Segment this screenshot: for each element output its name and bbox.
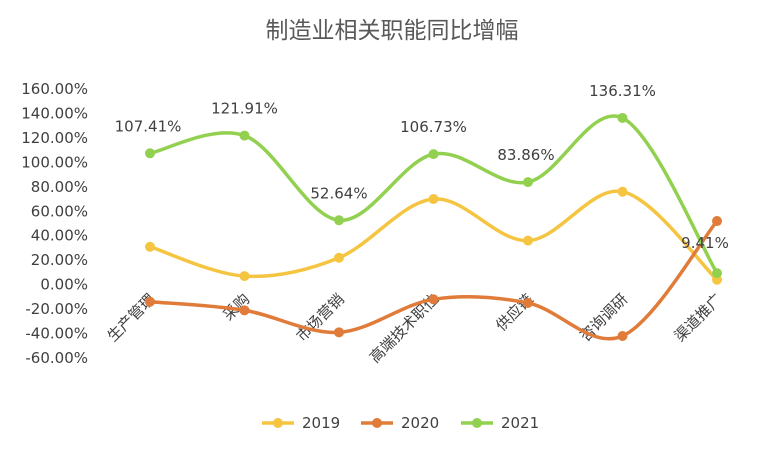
- data-point-2019: [334, 252, 344, 263]
- data-point-2020: [428, 294, 439, 305]
- chart-title: 制造业相关职能同比增幅: [266, 18, 519, 44]
- data-label: 121.91%: [211, 100, 278, 118]
- data-point-2021: [428, 149, 439, 160]
- data-point-2020: [145, 296, 155, 307]
- data-point-2020: [334, 327, 344, 338]
- y-tick-label: 80.00%: [31, 178, 88, 196]
- legend-marker-icon: [273, 418, 283, 428]
- data-labels: 107.41% 121.91% 52.64% 106.73% 83.86% 136.31%…: [115, 82, 729, 252]
- legend-label: 2021: [501, 414, 539, 432]
- y-tick-label: 160.00%: [21, 80, 88, 98]
- data-label: 136.31%: [589, 82, 656, 100]
- legend-marker-icon: [372, 418, 382, 428]
- y-tick-label: 120.00%: [21, 129, 88, 147]
- series-lines: [145, 112, 722, 341]
- y-tick-label: 140.00%: [21, 104, 88, 122]
- series-line-2019: [148, 189, 719, 282]
- y-tick-label: -40.00%: [25, 325, 88, 343]
- legend: 2019 2020 2021: [262, 414, 539, 432]
- y-tick-label: 40.00%: [31, 227, 88, 245]
- data-point-2019: [145, 241, 155, 252]
- data-point-2019: [523, 235, 533, 246]
- data-label: 107.41%: [115, 117, 182, 135]
- data-point-2021: [145, 148, 155, 159]
- y-tick-label: -60.00%: [25, 349, 88, 367]
- data-point-2020: [617, 330, 628, 341]
- legend-label: 2019: [302, 414, 340, 432]
- legend-item-2019: 2019: [262, 414, 340, 432]
- data-point-2021: [712, 268, 722, 279]
- data-point-2021: [334, 215, 344, 226]
- data-label: 106.73%: [400, 118, 467, 136]
- y-tick-label: 100.00%: [21, 153, 88, 171]
- y-tick-label: 20.00%: [31, 251, 88, 269]
- data-point-2021: [523, 177, 533, 188]
- data-point-2021: [239, 130, 250, 141]
- legend-item-2021: 2021: [461, 414, 539, 432]
- data-label: 52.64%: [310, 184, 367, 202]
- data-point-2019: [428, 194, 439, 205]
- y-tick-label: 0.00%: [40, 276, 88, 294]
- legend-marker-icon: [472, 418, 482, 428]
- data-point-2020: [712, 216, 722, 227]
- y-axis: -60.00% -40.00% -20.00% 0.00% 20.00% 40.00% 60…: [21, 80, 88, 367]
- data-point-2019: [239, 271, 250, 282]
- x-tick-label: 渠道推广: [671, 290, 726, 345]
- y-tick-label: 60.00%: [31, 202, 88, 220]
- legend-item-2020: 2020: [361, 414, 439, 432]
- data-point-2019: [617, 186, 628, 197]
- series-line-2020: [148, 219, 719, 341]
- data-point-2020: [523, 297, 533, 308]
- data-point-2020: [239, 305, 250, 316]
- data-label: 83.86%: [497, 146, 554, 164]
- data-point-2021: [617, 112, 628, 123]
- data-label: 9.41%: [681, 234, 729, 252]
- y-tick-label: -20.00%: [25, 300, 88, 318]
- legend-label: 2020: [401, 414, 439, 432]
